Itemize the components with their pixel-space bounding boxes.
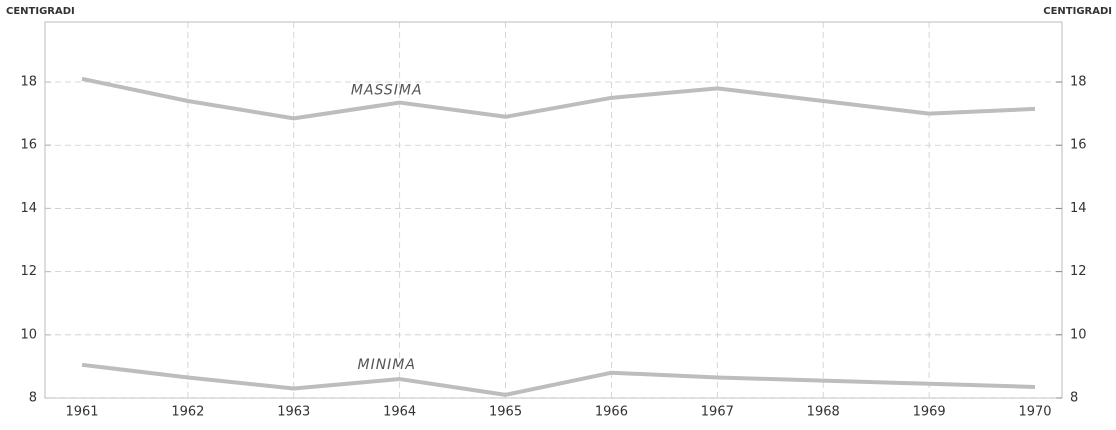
series-label: MASSIMA bbox=[351, 83, 423, 99]
y2-tick-label: 16 bbox=[1070, 138, 1087, 153]
x-tick-label: 1969 bbox=[913, 405, 946, 420]
x-tick-label: 1962 bbox=[171, 405, 204, 420]
y-tick-label: 16 bbox=[20, 138, 37, 153]
y-axis-label: CENTIGRADI bbox=[6, 6, 75, 17]
y2-tick-label: 10 bbox=[1070, 327, 1087, 342]
x-tick-label: 1964 bbox=[383, 405, 416, 420]
plot-frame bbox=[44, 21, 1063, 399]
y-tick-label: 18 bbox=[20, 75, 37, 90]
x-tick-label: 1965 bbox=[489, 405, 522, 420]
series-label: MINIMA bbox=[357, 357, 415, 373]
y-tick-label: 12 bbox=[20, 264, 37, 279]
y2-axis-label: CENTIGRADI bbox=[1043, 6, 1112, 17]
y2-tick-label: 8 bbox=[1070, 391, 1078, 406]
y2-tick-label: 14 bbox=[1070, 201, 1087, 216]
y-tick-label: 10 bbox=[20, 327, 37, 342]
series-line bbox=[81, 76, 1036, 121]
series-line bbox=[81, 362, 1036, 397]
x-tick-label: 1963 bbox=[277, 405, 310, 420]
x-tick-label: 1970 bbox=[1018, 405, 1051, 420]
x-tick-label: 1968 bbox=[807, 405, 840, 420]
x-tick-label: 1967 bbox=[701, 405, 734, 420]
y-tick-label: 8 bbox=[29, 391, 37, 406]
x-tick-label: 1966 bbox=[595, 405, 628, 420]
y-tick-label: 14 bbox=[20, 201, 37, 216]
x-tick-label: 1961 bbox=[65, 405, 98, 420]
y2-tick-label: 18 bbox=[1070, 75, 1087, 90]
y2-tick-label: 12 bbox=[1070, 264, 1087, 279]
